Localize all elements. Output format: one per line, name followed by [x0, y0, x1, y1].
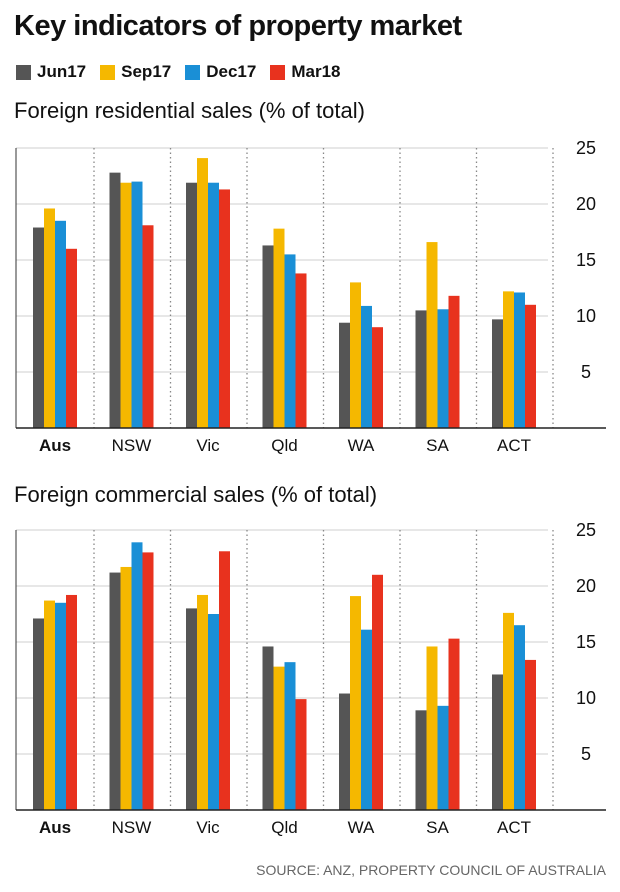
residential-sales-chart: Aus NSW Vic Qld WA SA ACT 5 10 15 20 25: [15, 138, 606, 455]
bar-nsw-dec17: [131, 542, 143, 810]
category-label-nsw: NSW: [112, 436, 152, 455]
legend-label-dec17: Dec17: [206, 62, 257, 81]
bar-vic-sep17: [197, 594, 208, 810]
y-tick-label-25: 25: [576, 138, 596, 158]
bar-wa-jun17: [339, 693, 350, 810]
bar-act-mar18: [525, 304, 536, 428]
bar-vic-dec17: [208, 182, 219, 428]
bar-act-sep17: [503, 291, 514, 428]
bar-nsw-mar18: [142, 225, 154, 428]
y-tick-label-10: 10: [576, 688, 596, 708]
category-label-aus: Aus: [39, 818, 71, 837]
bar-sa-jun17: [415, 310, 427, 428]
legend-swatch-mar18: [270, 64, 286, 80]
bar-act-jun17: [492, 319, 503, 428]
bar-wa-sep17: [350, 282, 361, 428]
category-label-sa: SA: [426, 436, 449, 455]
bar-vic-jun17: [186, 608, 197, 810]
bar-nsw-mar18: [142, 552, 154, 810]
y-tick-label-20: 20: [576, 194, 596, 214]
y-tick-label-20: 20: [576, 576, 596, 596]
category-label-act: ACT: [497, 818, 531, 837]
bar-aus-jun17: [33, 227, 44, 428]
legend-label-sep17: Sep17: [121, 62, 172, 81]
bar-vic-mar18: [219, 551, 230, 810]
bar-qld-dec17: [284, 662, 296, 810]
category-label-sa: SA: [426, 818, 449, 837]
bar-vic-jun17: [186, 182, 197, 428]
bar-vic-sep17: [197, 158, 208, 428]
bar-wa-jun17: [339, 322, 350, 428]
bar-aus-sep17: [44, 600, 55, 810]
bar-wa-mar18: [372, 574, 383, 810]
commercial-chart-title: Foreign commercial sales (% of total): [14, 482, 378, 507]
y-tick-label-15: 15: [576, 632, 596, 652]
bar-wa-sep17: [350, 596, 361, 810]
category-label-aus: Aus: [39, 436, 71, 455]
bar-sa-sep17: [426, 646, 438, 810]
y-tick-label-5: 5: [581, 362, 591, 382]
bar-aus-sep17: [44, 208, 55, 428]
bar-act-dec17: [514, 625, 525, 810]
category-label-vic: Vic: [196, 818, 220, 837]
residential-chart-title: Foreign residential sales (% of total): [14, 98, 365, 123]
bar-vic-mar18: [219, 189, 230, 428]
legend-item-jun17: Jun17: [16, 62, 86, 82]
bar-sa-dec17: [437, 309, 449, 428]
legend-item-mar18: Mar18: [270, 62, 340, 82]
bar-wa-mar18: [372, 327, 383, 428]
category-label-qld: Qld: [271, 818, 297, 837]
bar-vic-dec17: [208, 614, 219, 810]
bar-nsw-jun17: [109, 572, 121, 810]
bar-qld-mar18: [295, 273, 307, 428]
bar-act-dec17: [514, 292, 525, 428]
bar-act-jun17: [492, 674, 503, 810]
bar-sa-mar18: [448, 638, 460, 810]
bar-wa-dec17: [361, 629, 372, 810]
category-label-wa: WA: [348, 436, 375, 455]
bar-aus-mar18: [66, 594, 77, 810]
bar-qld-sep17: [273, 228, 285, 428]
commercial-sales-chart: Aus NSW Vic Qld WA SA ACT 5 10 15 20 25: [15, 520, 606, 837]
bar-nsw-jun17: [109, 172, 121, 428]
bar-nsw-sep17: [120, 182, 132, 428]
bar-act-sep17: [503, 612, 514, 810]
bar-qld-jun17: [262, 245, 274, 428]
legend-label-mar18: Mar18: [291, 62, 341, 81]
bar-act-mar18: [525, 659, 536, 810]
bar-aus-dec17: [55, 602, 66, 810]
bar-sa-mar18: [448, 295, 460, 428]
bar-nsw-sep17: [120, 566, 132, 810]
bar-qld-sep17: [273, 666, 285, 810]
bar-sa-sep17: [426, 242, 438, 428]
category-label-wa: WA: [348, 818, 375, 837]
bar-qld-dec17: [284, 254, 296, 428]
bar-sa-dec17: [437, 705, 449, 810]
bar-nsw-dec17: [131, 181, 143, 428]
bar-aus-jun17: [33, 618, 44, 810]
y-tick-label-15: 15: [576, 250, 596, 270]
y-tick-label-5: 5: [581, 744, 591, 764]
category-label-nsw: NSW: [112, 818, 152, 837]
bar-qld-mar18: [295, 699, 307, 810]
category-label-qld: Qld: [271, 436, 297, 455]
legend-item-dec17: Dec17: [185, 62, 256, 82]
legend-item-sep17: Sep17: [100, 62, 171, 82]
bar-wa-dec17: [361, 305, 372, 428]
bar-sa-jun17: [415, 710, 427, 810]
chart-title: Key indicators of property market: [14, 10, 462, 42]
category-label-act: ACT: [497, 436, 531, 455]
y-tick-label-25: 25: [576, 520, 596, 540]
legend: Jun17 Sep17 Dec17 Mar18: [16, 62, 340, 82]
source-note: SOURCE: ANZ, PROPERTY COUNCIL OF AUSTRAL…: [256, 862, 606, 878]
legend-swatch-dec17: [185, 64, 201, 80]
y-tick-label-10: 10: [576, 306, 596, 326]
bar-aus-dec17: [55, 220, 66, 428]
legend-label-jun17: Jun17: [37, 62, 87, 81]
bar-qld-jun17: [262, 646, 274, 810]
bar-aus-mar18: [66, 248, 77, 428]
legend-swatch-jun17: [16, 64, 31, 80]
legend-swatch-sep17: [100, 64, 116, 80]
category-label-vic: Vic: [196, 436, 220, 455]
